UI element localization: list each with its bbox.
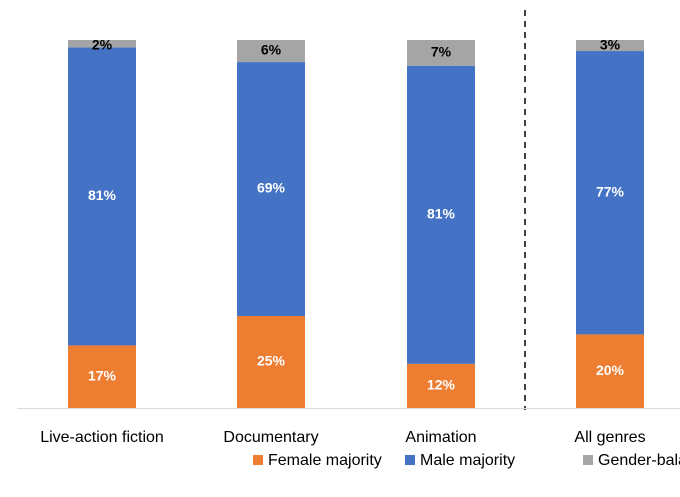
data-label: 81% xyxy=(88,187,117,203)
data-label: 3% xyxy=(600,37,621,53)
data-label: 77% xyxy=(596,183,625,199)
bar-segment xyxy=(237,316,305,408)
legend-swatch xyxy=(405,455,415,465)
data-label: 17% xyxy=(88,367,117,383)
legend-swatch xyxy=(253,455,263,465)
data-label: 2% xyxy=(92,37,113,53)
bar-segment xyxy=(237,62,305,316)
bar-segment xyxy=(576,51,644,335)
legend-label: Male majority xyxy=(420,452,515,469)
data-label: 12% xyxy=(427,377,456,393)
x-tick-label: Live-action fiction xyxy=(40,429,164,446)
bar-segment xyxy=(68,40,136,48)
x-tick-label: Animation xyxy=(405,429,476,446)
x-tick-label: All genres xyxy=(574,429,645,446)
bar-segment xyxy=(68,47,136,346)
bar-segment xyxy=(407,40,475,66)
data-label: 6% xyxy=(261,42,282,58)
data-label: 69% xyxy=(257,180,286,196)
data-label: 7% xyxy=(431,44,452,60)
bar-segment xyxy=(576,40,644,52)
legend-label: Female majority xyxy=(268,452,382,469)
bar-segment xyxy=(407,65,475,364)
legend-label: Gender-balanced teams xyxy=(598,452,680,469)
data-label: 20% xyxy=(596,362,625,378)
bar-segment xyxy=(237,40,305,63)
bar-segment xyxy=(407,363,475,408)
data-label: 81% xyxy=(427,206,456,222)
x-tick-label: Documentary xyxy=(223,429,318,446)
bar-segment xyxy=(576,334,644,408)
data-label: 25% xyxy=(257,353,286,369)
bar-segment xyxy=(68,345,136,408)
legend-swatch xyxy=(583,455,593,465)
